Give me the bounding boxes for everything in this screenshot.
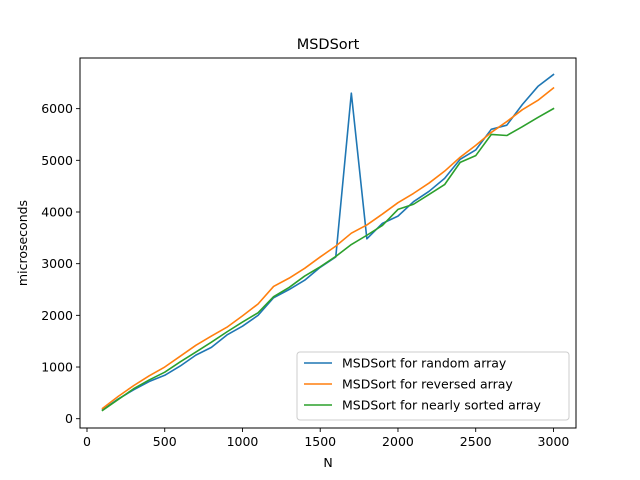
x-tick-label: 3000: [538, 434, 570, 449]
legend-label-random: MSDSort for random array: [342, 356, 507, 371]
x-tick-label: 2000: [382, 434, 414, 449]
y-tick-label: 0: [65, 411, 73, 426]
x-axis-ticks: 0 500 1000 1500 2000 2500 3000: [83, 428, 569, 449]
legend-label-nearly-sorted: MSDSort for nearly sorted array: [342, 398, 542, 413]
y-tick-label: 2000: [41, 308, 73, 323]
x-tick-label: 0: [83, 434, 91, 449]
x-tick-label: 500: [153, 434, 177, 449]
y-axis-ticks: 0 1000 2000 3000 4000 5000 6000: [41, 101, 80, 426]
y-tick-label: 5000: [41, 153, 73, 168]
x-axis-label: N: [323, 455, 332, 470]
chart-title: MSDSort: [297, 37, 360, 53]
x-tick-label: 2500: [460, 434, 492, 449]
series-line-reversed: [101, 86, 555, 410]
legend: MSDSort for random array MSDSort for reve…: [296, 351, 570, 421]
x-tick-label: 1000: [227, 434, 259, 449]
plot-lines: [101, 73, 555, 412]
y-tick-label: 3000: [41, 256, 73, 271]
legend-frame: [296, 351, 570, 421]
y-tick-label: 6000: [41, 101, 73, 116]
y-axis-label: microseconds: [15, 200, 30, 286]
legend-label-reversed: MSDSort for reversed array: [342, 377, 513, 392]
plot-frame: [79, 57, 577, 429]
y-tick-label: 1000: [41, 360, 73, 375]
y-tick-label: 4000: [41, 204, 73, 219]
series-line-nearly-sorted: [101, 107, 555, 412]
x-tick-label: 1500: [304, 434, 336, 449]
